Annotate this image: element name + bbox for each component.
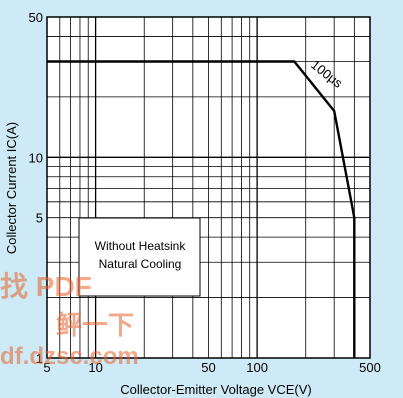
x-tick-label: 5 [43, 360, 50, 375]
x-tick-label: 50 [201, 360, 215, 375]
x-tick-label: 10 [88, 360, 102, 375]
series-line-100us [47, 60, 356, 358]
note-line-2: Natural Cooling [99, 257, 182, 271]
watermark-line-2: 鲆一下 [56, 310, 134, 340]
y-tick-label: 50 [29, 10, 43, 25]
grid [47, 17, 370, 358]
y-tick-labels: 1 5 10 50 [29, 10, 43, 366]
y-tick-label: 5 [36, 211, 43, 226]
note-box: Without Heatsink Natural Cooling [78, 217, 201, 297]
watermark: 找 PDF 鲆一下 df.dzsc.com [0, 271, 139, 370]
watermark-url: df.dzsc.com [0, 343, 139, 370]
y-tick-label: 1 [36, 351, 43, 366]
x-tick-labels: 5 10 50 100 500 [43, 360, 380, 375]
plot-frame [46, 16, 371, 359]
y-axis-label: Collector Current IC(A) [4, 122, 19, 254]
x-tick-label: 100 [246, 360, 268, 375]
x-axis-label: Collector-Emitter Voltage VCE(V) [120, 382, 311, 397]
x-tick-label: 500 [359, 360, 381, 375]
y-tick-label: 10 [29, 150, 43, 165]
watermark-line-1: 找 PDF [0, 271, 92, 302]
note-line-1: Without Heatsink [95, 239, 187, 253]
